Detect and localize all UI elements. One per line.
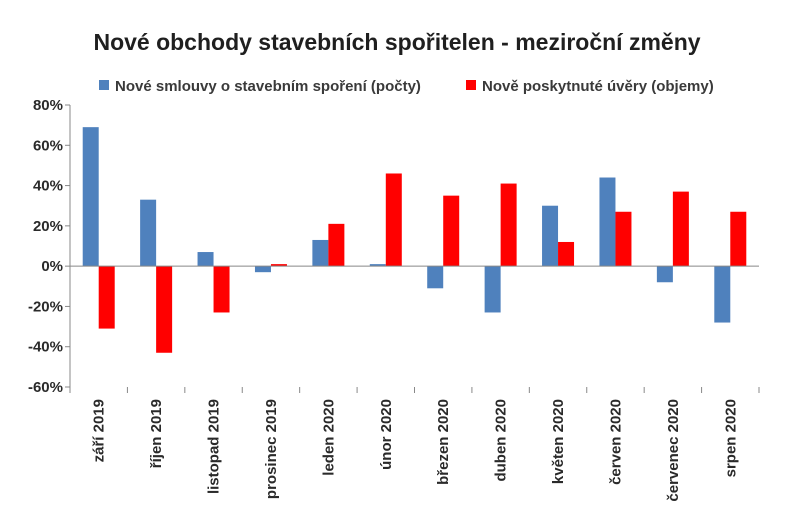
bar-series-0 <box>714 266 731 323</box>
legend-label-0: Nové smlouvy o stavebním spoření (počty) <box>115 78 421 95</box>
x-category-label: únor 2020 <box>378 399 395 470</box>
x-category-label: říjen 2019 <box>148 399 165 468</box>
y-tick-label: -40% <box>28 339 63 356</box>
chart-title: Nové obchody stavebních spořitelen - mez… <box>93 29 700 55</box>
bar-series-0 <box>82 127 99 267</box>
x-category-label: listopad 2019 <box>206 399 223 494</box>
y-tick-label: 0% <box>41 258 63 275</box>
x-category-label: leden 2020 <box>320 399 337 476</box>
bar-series-1 <box>385 173 402 267</box>
y-tick-label: 40% <box>33 178 63 195</box>
bar-series-0 <box>140 199 157 267</box>
bars <box>82 127 747 353</box>
x-category-label: červenec 2020 <box>665 399 682 502</box>
x-category-label: březen 2020 <box>435 399 452 485</box>
x-category-label: září 2019 <box>91 399 108 462</box>
bar-series-0 <box>656 266 673 283</box>
x-category-label: srpen 2020 <box>722 399 739 477</box>
y-tick-label: 20% <box>33 218 63 235</box>
x-category-label: červen 2020 <box>607 399 624 485</box>
bar-series-1 <box>500 183 517 267</box>
legend-label-1: Nově poskytnuté úvěry (objemy) <box>482 78 714 95</box>
bar-series-1 <box>672 191 689 267</box>
x-category-label: duben 2020 <box>493 399 510 482</box>
bar-series-1 <box>730 211 747 267</box>
legend-swatch-0 <box>99 80 109 90</box>
bar-series-1 <box>443 195 460 267</box>
bar-series-0 <box>484 266 501 313</box>
bar-series-1 <box>558 241 575 267</box>
bar-series-0 <box>427 266 444 289</box>
bar-series-0 <box>312 239 329 267</box>
bar-series-1 <box>270 264 287 267</box>
bar-series-1 <box>156 266 173 353</box>
bar-series-0 <box>599 177 616 267</box>
bar-series-0 <box>369 264 386 267</box>
y-tick-label: 60% <box>33 137 63 154</box>
bar-series-1 <box>328 223 345 267</box>
y-tick-label: 80% <box>33 97 63 114</box>
bar-series-1 <box>98 266 115 329</box>
x-axis: září 2019 říjen 2019 listopad 2019 prosinec… <box>69 265 760 502</box>
y-tick-label: -60% <box>28 379 63 396</box>
bar-series-0 <box>542 205 559 267</box>
x-category-label: prosinec 2019 <box>263 399 280 499</box>
x-category-label: květen 2020 <box>550 399 567 484</box>
bar-series-0 <box>197 252 214 267</box>
legend: Nové smlouvy o stavebním spoření (počty)… <box>99 78 714 95</box>
legend-swatch-1 <box>466 80 476 90</box>
y-axis: 80% 60% 40% 20% 0% -20% -40% -60% <box>28 97 71 396</box>
bar-series-1 <box>213 266 230 313</box>
bar-series-0 <box>254 266 271 273</box>
y-tick-label: -20% <box>28 298 63 315</box>
bar-series-1 <box>615 211 632 267</box>
